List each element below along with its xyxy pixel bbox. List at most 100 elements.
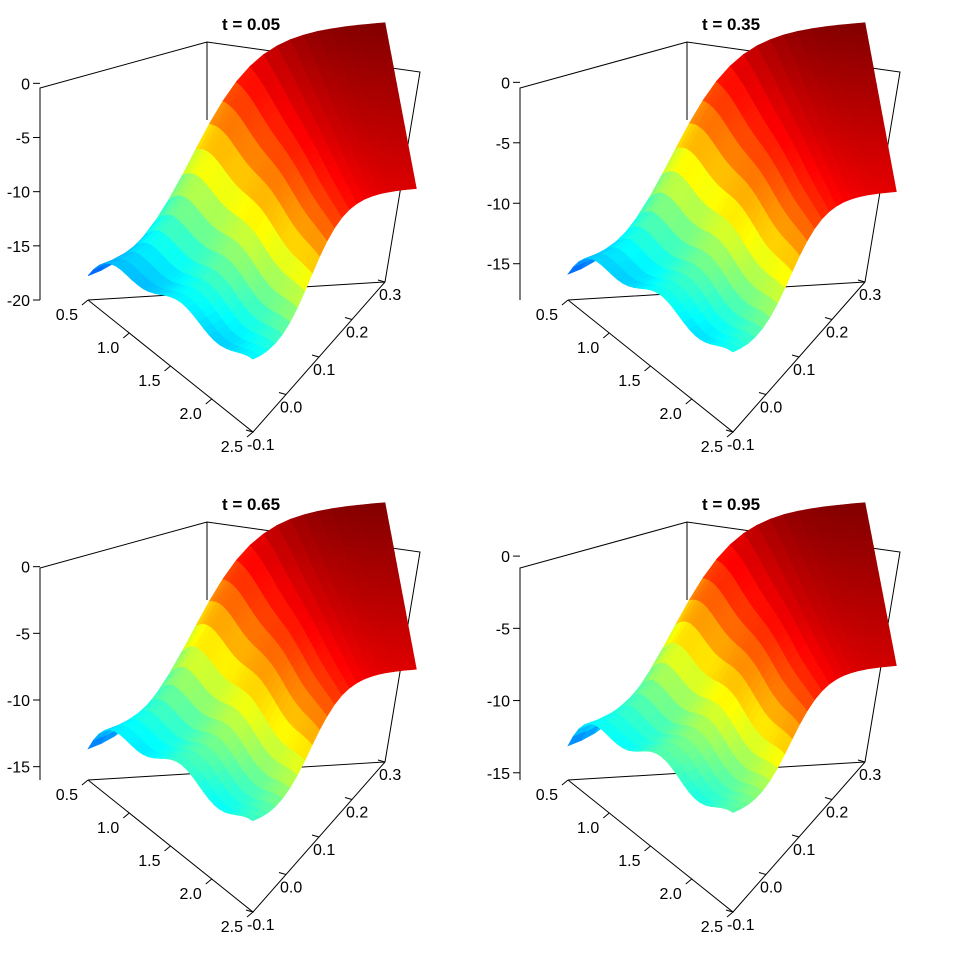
surface-facet (883, 643, 894, 651)
x-tick (685, 398, 693, 405)
panel-4: t = 0.95 0 -5 -10 -15 0.5 1.0 1.5 2.0 2.5 -0.1 0.0… (487, 495, 901, 936)
x-tick (122, 332, 130, 339)
y-tick (377, 279, 386, 283)
y-tick-label: -0.1 (727, 437, 755, 454)
surface-facet (406, 177, 416, 185)
y-tick (857, 279, 866, 283)
y-tick (725, 909, 734, 913)
y-tick (824, 317, 833, 320)
x-tick-label: 0.5 (536, 787, 558, 804)
x-tick (726, 431, 734, 438)
x-tick-label: 1.0 (97, 820, 119, 837)
surface-facet (406, 657, 416, 665)
x-tick (561, 299, 569, 306)
panel-2-surface (519, 22, 901, 353)
panel-1-axes: 0 -5 -10 -15 -20 0.5 1.0 1.5 2.0 2.5 -0.1 0.0 0.1 0.2… (7, 76, 401, 456)
panel-2-axes: 0 -5 -10 -15 0.5 1.0 1.5 2.0 2.5 -0.1 0.0 0.1 0.2 0.3 (487, 75, 881, 456)
y-tick-label: 0.1 (793, 362, 815, 379)
panel-4-surface (519, 502, 901, 813)
z-tick-label: -15 (487, 766, 510, 783)
panel-3-surface (39, 502, 421, 822)
x-tick-label: 2.5 (701, 919, 723, 936)
x-tick (164, 845, 171, 852)
surface-facet (404, 171, 415, 179)
y-tick (245, 909, 254, 913)
panel-1-title: t = 0.05 (222, 15, 280, 34)
x-tick (685, 878, 693, 885)
x-tick-label: 2.0 (180, 406, 202, 423)
surface-facet (395, 647, 406, 655)
y-tick (377, 759, 386, 763)
y-tick-label: 0.1 (313, 842, 335, 859)
z-tick-label: -15 (7, 239, 30, 256)
z-tick-label: -10 (7, 185, 30, 202)
x-tick-label: 1.0 (577, 820, 599, 837)
y-tick (857, 759, 866, 763)
y-tick-label: 0.2 (346, 805, 368, 822)
surface-facet (399, 183, 410, 191)
y-tick-label: 0.2 (346, 325, 368, 342)
panel-4-title: t = 0.95 (702, 495, 760, 514)
surface-facet (87, 263, 108, 277)
surface-facet (884, 648, 895, 656)
z-tick-label: -5 (496, 621, 510, 638)
panel-3-axes: 0 -5 -10 -15 0.5 1.0 1.5 2.0 2.5 -0.1 0.0 0.1 0.2 0.3 (7, 560, 401, 936)
x-tick-label: 2.5 (221, 439, 243, 456)
z-tick-label: 0 (21, 560, 30, 577)
surface-facet (882, 638, 893, 645)
y-tick-label: -0.1 (247, 437, 275, 454)
y-tick-label: 0.0 (760, 400, 782, 417)
x-tick-label: 1.5 (138, 373, 160, 390)
y-tick (758, 392, 767, 395)
y-tick-label: 0.3 (379, 767, 401, 784)
z-tick-label: -10 (487, 694, 510, 711)
y-tick-label: 0.1 (793, 842, 815, 859)
x-tick (205, 878, 213, 885)
x-tick (726, 911, 734, 918)
x-tick (81, 299, 89, 306)
x-tick-label: 0.5 (56, 307, 78, 324)
surface-facet (402, 160, 413, 168)
z-tick-label: -10 (487, 196, 510, 213)
x-tick (246, 431, 254, 438)
x-tick-label: 1.5 (618, 373, 640, 390)
x-tick-label: 1.5 (138, 853, 160, 870)
z-tick-label: -15 (487, 257, 510, 274)
z-tick-label: -10 (7, 693, 30, 710)
surface-facet (887, 185, 897, 193)
y-tick-label: 0.0 (280, 400, 302, 417)
y-tick-label: -0.1 (247, 917, 275, 934)
x-tick (602, 332, 610, 339)
x-tick-label: 2.0 (180, 886, 202, 903)
x-tick (81, 779, 89, 786)
x-tick-label: 2.0 (660, 406, 682, 423)
panel-1: t = 0.05 0 -5 -10 -15 -20 0.5 1.0 1.5 2.0 2.5 -0.1… (7, 15, 421, 456)
surface-facet (883, 168, 894, 176)
panel-4-axes: 0 -5 -10 -15 0.5 1.0 1.5 2.0 2.5 -0.1 0.0 0.1 0.2 0.3 (487, 549, 881, 936)
panel-2: t = 0.35 0 -5 -10 -15 0.5 1.0 1.5 2.0 2.5 -0.1 0.0… (487, 15, 901, 456)
y-tick (344, 797, 353, 800)
surface-facet (399, 663, 410, 671)
surface-facet (879, 660, 890, 668)
y-tick (311, 354, 320, 358)
x-tick-label: 1.0 (97, 340, 119, 357)
x-tick (561, 779, 569, 786)
panel-3-title: t = 0.65 (222, 495, 280, 514)
surface-facet (404, 652, 415, 660)
y-tick (791, 354, 800, 358)
x-tick (644, 365, 651, 372)
surface-facet (407, 663, 417, 671)
surface-facet (882, 163, 893, 171)
y-tick (245, 429, 254, 433)
surface-facet (884, 174, 895, 182)
surface-facet (881, 632, 892, 640)
surface-facet (402, 641, 413, 649)
x-tick-label: 1.5 (618, 853, 640, 870)
y-tick (311, 834, 320, 838)
z-tick-label: -15 (7, 760, 30, 777)
y-tick (278, 392, 287, 395)
x-tick (602, 812, 610, 819)
surface-facet (407, 182, 417, 190)
y-tick (824, 797, 833, 800)
